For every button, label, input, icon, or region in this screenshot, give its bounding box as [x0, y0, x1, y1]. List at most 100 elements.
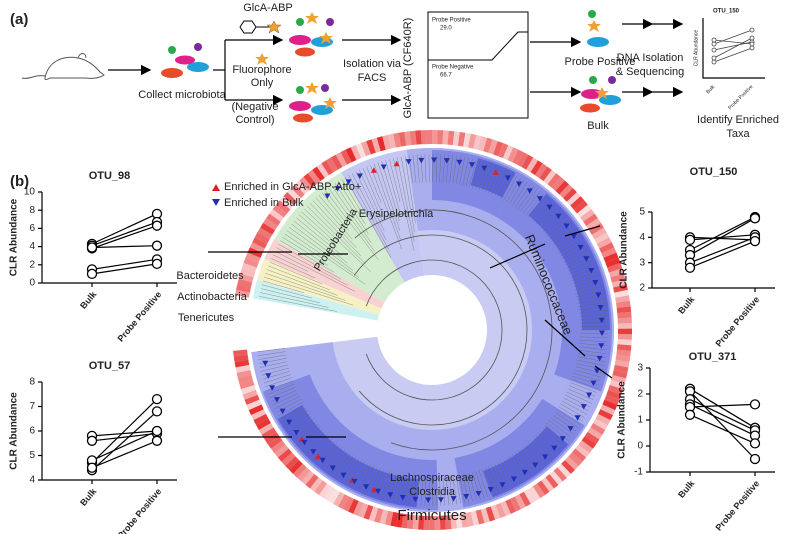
tree-branch: [306, 205, 366, 265]
enriched-probe: [370, 486, 377, 493]
clade-sector: [251, 148, 615, 512]
tree-branch: [359, 169, 383, 222]
heat-ring: [610, 273, 626, 283]
tree-branch: [301, 429, 323, 449]
heat-ring: [299, 176, 313, 191]
heat-ring: [580, 209, 595, 222]
data-point: [86, 268, 98, 280]
heat-ring: [274, 444, 289, 458]
heat-ring: [490, 504, 501, 520]
tree-branch: [365, 259, 503, 401]
y-tick-label: 10: [24, 187, 36, 198]
data-point: [151, 406, 163, 417]
tree-branch: [341, 178, 364, 216]
axis-label: GlcA-ABP (CF640R): [402, 18, 414, 119]
data-point: [151, 258, 163, 270]
tree-branch: [362, 168, 382, 213]
tree-branch: [522, 446, 541, 469]
heat-ring: [601, 247, 617, 258]
step-label: Probe Positive: [565, 56, 636, 68]
y-tick-label: 3: [637, 363, 643, 374]
heat-ring: [258, 423, 274, 435]
heat-ring: [235, 289, 250, 298]
enriched-bulk: [399, 494, 406, 501]
heat-ring: [234, 359, 250, 368]
tree-branch: [312, 438, 333, 460]
heat-ring: [409, 130, 417, 146]
heat-ring: [602, 399, 618, 411]
pair-line: [91, 430, 158, 437]
data-point: [684, 262, 696, 273]
y-tick-label: 8: [29, 205, 35, 216]
chart-title: OTU_150: [690, 166, 738, 178]
heat-ring: [316, 163, 330, 179]
pair-line: [91, 221, 158, 247]
tree-branch: [278, 243, 341, 280]
tree-branch: [366, 166, 382, 203]
enriched-bulk: [567, 425, 574, 432]
taxon-label: Lachnospiraceae: [390, 472, 474, 484]
tree-branch: [497, 462, 511, 488]
enriched-bulk: [590, 380, 597, 387]
heat-ring: [576, 204, 592, 218]
enriched-probe: [492, 169, 499, 175]
tree-branch: [259, 296, 337, 312]
y-tick-label: 3: [639, 257, 645, 268]
tree-branch: [567, 388, 594, 401]
heat-ring: [547, 173, 561, 188]
heat-ring: [243, 257, 259, 268]
tree-branch: [355, 463, 369, 489]
heat-ring: [439, 515, 446, 530]
tree-branch: [560, 403, 585, 418]
enriched-probe: [315, 453, 322, 459]
heat-ring: [452, 131, 460, 146]
tree-branch: [556, 235, 581, 251]
heat-ring: [617, 323, 632, 329]
bulk-cluster: [580, 76, 621, 113]
tree-branch: [377, 162, 401, 231]
enriched-bulk: [532, 462, 539, 469]
enriched-bulk: [269, 385, 276, 391]
pair-line: [91, 245, 158, 249]
tree-branch: [412, 155, 417, 183]
tree-branch: [579, 313, 608, 317]
tree-branch: [288, 227, 360, 278]
tree-branch: [579, 339, 608, 343]
tree-branch: [520, 448, 538, 472]
tree-branch: [373, 163, 401, 240]
tree-branch: [262, 280, 304, 294]
tree-branch: [324, 190, 379, 261]
heat-ring: [526, 157, 538, 173]
heat-ring: [237, 374, 253, 384]
heat-ring: [557, 463, 571, 478]
tree-branch: [264, 374, 291, 384]
inset-title: OTU_150: [713, 9, 740, 15]
y-tick-label: 4: [29, 475, 35, 486]
heat-ring: [616, 306, 632, 314]
pair-line: [91, 225, 158, 249]
enriched-bulk: [580, 404, 587, 410]
enriched-bulk: [375, 488, 382, 495]
heat-ring: [599, 242, 615, 254]
y-axis-label: CLR Abundance: [617, 381, 628, 459]
heat-ring: [512, 149, 524, 165]
enriched-bulk: [595, 292, 602, 298]
step-label: Bulk: [587, 120, 609, 132]
y-tick-label: 8: [29, 377, 35, 388]
heat-ring: [566, 192, 581, 206]
heat-ring: [475, 509, 485, 525]
heat-ring: [502, 145, 514, 161]
heat-ring: [307, 169, 321, 185]
enriched-bulk: [273, 397, 280, 403]
step-label: & Sequencing: [616, 66, 685, 78]
clade-sector: [497, 174, 612, 392]
inset-xlabel: Bulk: [705, 84, 716, 95]
heat-ring: [429, 515, 435, 531]
y-axis-label: CLR Abundance: [9, 392, 20, 470]
heat-ring: [412, 515, 420, 530]
tree-branch: [309, 203, 361, 257]
heat-ring: [283, 192, 298, 206]
legend-label: Enriched in Bulk: [224, 197, 304, 209]
tree-branch: [530, 439, 550, 462]
heat-ring: [541, 477, 555, 492]
